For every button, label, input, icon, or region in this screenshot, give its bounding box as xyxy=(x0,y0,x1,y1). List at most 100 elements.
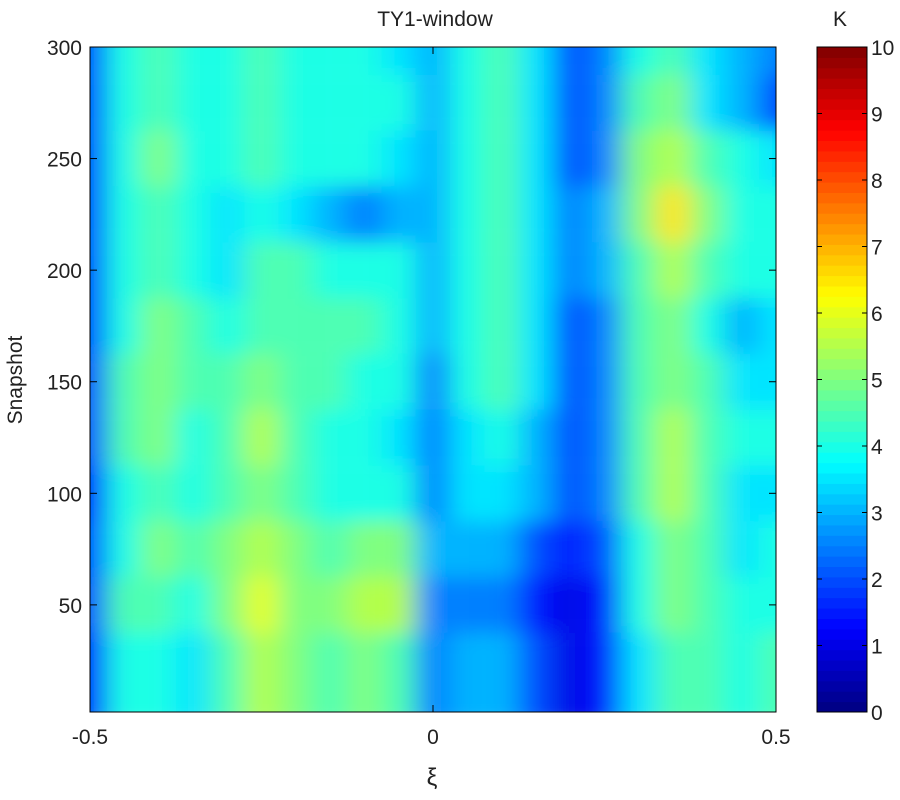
y-tick-label: 150 xyxy=(47,372,82,395)
heatmap-cell xyxy=(724,130,759,187)
heatmap-cell xyxy=(655,521,691,577)
heatmap-cell xyxy=(278,632,313,712)
heatmap-cell xyxy=(518,186,554,243)
heatmap-cell xyxy=(175,409,211,466)
heatmap-cell xyxy=(587,576,622,633)
heatmap-cell xyxy=(210,353,245,410)
heatmap-cell xyxy=(655,186,691,243)
heatmap-cell xyxy=(90,298,108,354)
heatmap-cell xyxy=(690,465,725,522)
heatmap-cell xyxy=(587,353,622,410)
heatmap-cell xyxy=(312,298,348,354)
heatmap-cell xyxy=(758,242,776,299)
heatmap-cell xyxy=(587,298,622,354)
y-tick-label: 100 xyxy=(47,483,82,506)
colorbar-segment xyxy=(817,649,867,661)
colorbar-segment xyxy=(817,337,867,349)
heatmap-cell xyxy=(484,242,519,299)
heatmap-cell xyxy=(484,74,519,131)
heatmap-cell xyxy=(553,242,588,299)
colorbar-segment xyxy=(817,462,867,474)
heatmap-cell xyxy=(312,186,348,243)
heatmap-cell xyxy=(621,130,656,187)
colorbar-segment xyxy=(817,660,867,671)
heatmap-cell xyxy=(484,47,519,75)
heatmap-cell xyxy=(107,353,142,410)
colorbar-tick-label: 0 xyxy=(871,702,883,725)
heatmap-cell xyxy=(415,353,451,410)
colorbar-segment xyxy=(817,161,867,173)
heatmap-cell xyxy=(312,47,348,75)
heatmap-cell xyxy=(690,576,725,633)
heatmap-cell xyxy=(210,74,245,131)
heatmap-cell xyxy=(655,74,691,131)
x-axis-label: ξ xyxy=(427,764,438,791)
heatmap-cell xyxy=(90,576,108,633)
heatmap-cell xyxy=(587,521,622,577)
heatmap-cell xyxy=(107,298,142,354)
heatmap-cell xyxy=(655,409,691,466)
colorbar-segment xyxy=(817,597,867,609)
heatmap-cell xyxy=(90,130,108,187)
heatmap-cell xyxy=(244,353,279,410)
heatmap-cell xyxy=(244,409,279,466)
heatmap-cell xyxy=(553,521,588,577)
colorbar-segment xyxy=(817,306,867,318)
heatmap-cell xyxy=(621,632,656,712)
colorbar-segment xyxy=(817,639,867,651)
colorbar-tick-label: 7 xyxy=(871,237,883,260)
colorbar-segment xyxy=(817,171,867,183)
colorbar-segment xyxy=(817,285,867,297)
heatmap-cell xyxy=(758,576,776,633)
heatmap-cell xyxy=(141,409,176,466)
heatmap-cell xyxy=(90,632,108,712)
heatmap-cell xyxy=(278,298,313,354)
heatmap-cell xyxy=(278,465,313,522)
heatmap-cell xyxy=(107,47,142,75)
heatmap-cell xyxy=(107,576,142,633)
heatmap-cell xyxy=(655,130,691,187)
heatmap-cell xyxy=(690,409,725,466)
colorbar-segment xyxy=(817,223,867,235)
heatmap-cell xyxy=(278,74,313,131)
heatmap-cell xyxy=(244,130,279,187)
heatmap-cell xyxy=(312,521,348,577)
colorbar-segment xyxy=(817,265,867,277)
heatmap-cell xyxy=(690,632,725,712)
heatmap-cell xyxy=(587,130,622,187)
heatmap-cell xyxy=(724,576,759,633)
heatmap-cell xyxy=(347,353,382,410)
heatmap-cell xyxy=(415,74,451,131)
heatmap-cell xyxy=(381,47,416,75)
colorbar-segment xyxy=(817,317,867,329)
heatmap-cell xyxy=(107,186,142,243)
heatmap-cell xyxy=(621,74,656,131)
heatmap-cell xyxy=(690,130,725,187)
heatmap-cell xyxy=(518,74,554,131)
colorbar-segment xyxy=(817,150,867,162)
heatmap-cell xyxy=(553,130,588,187)
heatmap-cell xyxy=(655,298,691,354)
heatmap-cell xyxy=(553,47,588,75)
heatmap-cell xyxy=(518,409,554,466)
colorbar-segment xyxy=(817,369,867,380)
heatmap-cell xyxy=(141,242,176,299)
heatmap-cell xyxy=(278,130,313,187)
y-tick-label: 50 xyxy=(59,595,82,618)
heatmap-cell xyxy=(690,47,725,75)
colorbar-segment xyxy=(817,493,867,505)
heatmap-cell xyxy=(347,47,382,75)
heatmap-cell xyxy=(90,409,108,466)
heatmap-cell xyxy=(553,353,588,410)
heatmap-cell xyxy=(141,74,176,131)
heatmap-cell xyxy=(450,521,485,577)
heatmap-cell xyxy=(724,353,759,410)
colorbar xyxy=(817,47,867,713)
colorbar-segment xyxy=(817,670,867,682)
colorbar-segment xyxy=(817,701,867,713)
colorbar-segment xyxy=(817,192,867,204)
chart-title: TY1-window xyxy=(377,8,493,31)
heatmap-cell xyxy=(553,465,588,522)
heatmap-area xyxy=(90,47,776,712)
heatmap-cell xyxy=(518,465,554,522)
